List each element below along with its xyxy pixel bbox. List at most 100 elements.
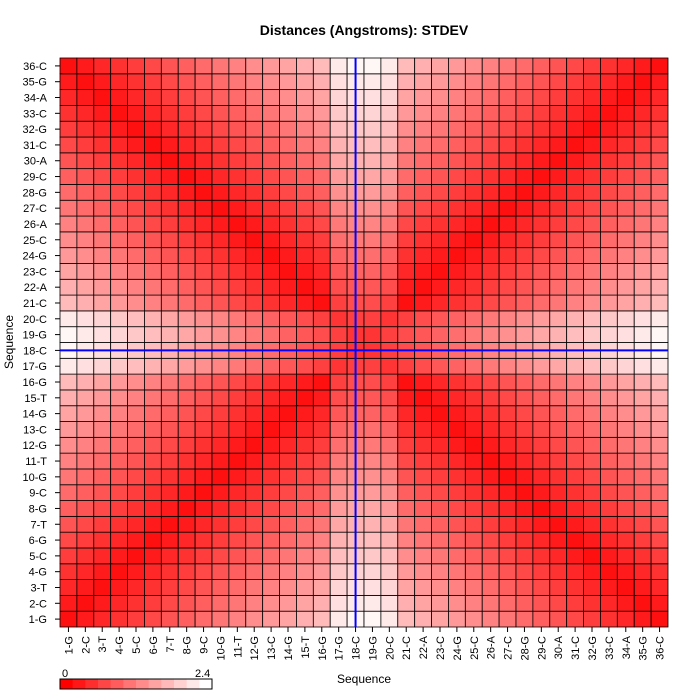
heatmap-cell [397,199,416,217]
heatmap-cell [532,357,551,375]
heatmap-cell [127,610,145,628]
heatmap-cell [380,357,399,375]
heatmap-cell [127,247,145,264]
heatmap-cell [194,515,213,533]
heatmap-cell [211,468,230,486]
heatmap-cell [245,563,264,580]
heatmap-cell [93,405,112,422]
heatmap-cell [600,610,618,628]
y-tick-label: 8-G [29,503,47,515]
heatmap-cell [194,231,213,249]
heatmap-cell [211,373,230,391]
heatmap-cell [211,421,230,438]
heatmap-cell [532,389,551,407]
heatmap-cell [194,57,213,75]
heatmap-cell [312,326,331,343]
heatmap-cell [228,105,247,122]
heatmap-cell [59,231,78,249]
heatmap-cell [177,389,196,407]
heatmap-cell [363,152,382,170]
heatmap-cell [650,326,669,343]
heatmap-cell [515,405,534,422]
heatmap-cell [414,515,432,533]
heatmap-cell [583,231,601,249]
heatmap-cell [144,136,162,154]
heatmap-cell [583,405,601,422]
heatmap-cell [59,73,78,91]
heatmap-cell [616,373,635,391]
heatmap-cell [464,468,483,486]
heatmap-cell [296,357,314,375]
heatmap-cell [600,168,618,185]
heatmap-cell [414,468,432,486]
heatmap-cell [566,310,584,328]
heatmap-cell [583,389,601,407]
heatmap-cell [228,168,247,185]
heatmap-cell [566,563,584,580]
x-tick-label: 6-G [148,636,160,654]
heatmap-cell [59,579,78,596]
heatmap-cell [616,105,635,122]
heatmap-cell [481,484,500,501]
heatmap-cell [431,278,449,296]
heatmap-cell [262,468,280,486]
heatmap-cell [363,310,382,328]
heatmap-cell [481,231,500,249]
heatmap-cell [464,120,483,138]
heatmap-cell [363,105,382,122]
heatmap-cell [177,247,196,264]
heatmap-cell [262,436,280,454]
heatmap-cell [583,436,601,454]
heatmap-cell [481,89,500,106]
heatmap-cell [380,89,399,106]
heatmap-cell [296,547,314,565]
colorbar-swatch [60,679,74,689]
heatmap-cell [431,184,449,201]
heatmap-cell [549,515,568,533]
heatmap-cell [549,373,568,391]
heatmap-cell [127,57,145,75]
heatmap-cell [515,468,534,486]
heatmap-cell [498,610,517,628]
heatmap-cell [481,389,500,407]
x-tick-label: 3-T [97,636,109,653]
heatmap-cell [515,215,534,233]
heatmap-cell [464,405,483,422]
heatmap-cell [566,263,584,280]
heatmap-cell [448,231,466,249]
heatmap-cell [211,231,230,249]
heatmap-cell [498,73,517,91]
heatmap-cell [245,120,264,138]
heatmap-cell [363,184,382,201]
heatmap-cell [448,468,466,486]
heatmap-cell [464,484,483,501]
heatmap-cell [397,247,416,264]
heatmap-cell [600,105,618,122]
heatmap-cell [583,89,601,106]
heatmap-cell [650,73,669,91]
heatmap-cell [329,199,348,217]
heatmap-cell [616,215,635,233]
heatmap-cell [616,405,635,422]
heatmap-cell [211,73,230,91]
heatmap-cell [110,610,128,628]
heatmap-cell [616,152,635,170]
heatmap-cell [279,199,297,217]
heatmap-cell [144,389,162,407]
heatmap-cell [498,263,517,280]
heatmap-cell [532,168,551,185]
heatmap-cell [194,326,213,343]
x-tick-label: 23-C [435,636,447,660]
heatmap-cell [228,484,247,501]
y-tick-label: 2-C [29,598,47,610]
heatmap-cell [600,594,618,612]
heatmap-cell [312,436,331,454]
heatmap-cell [464,215,483,233]
heatmap-cell [566,294,584,312]
heatmap-cell [127,231,145,249]
heatmap-cell [600,152,618,170]
heatmap-cell [431,515,449,533]
heatmap-cell [144,579,162,596]
heatmap-cell [397,436,416,454]
heatmap-cell [363,357,382,375]
